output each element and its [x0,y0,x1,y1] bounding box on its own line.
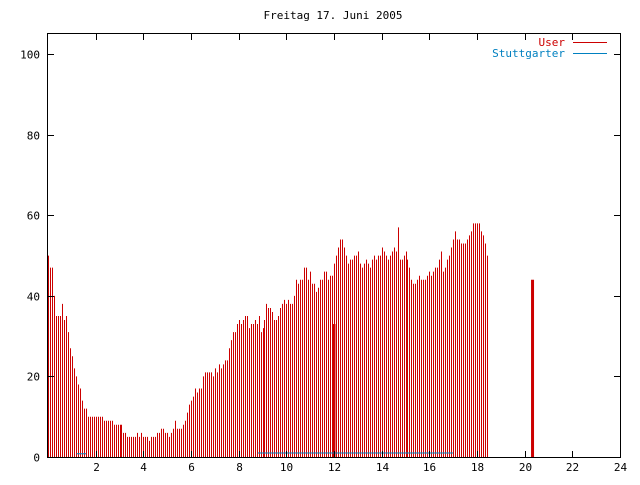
x-tick-label: 8 [236,461,243,474]
stuttgarter-layer [76,452,454,455]
x-tick-label: 20 [519,461,532,474]
bars-layer [48,223,535,457]
x-tick-label: 10 [280,461,293,474]
x-tick-label: 2 [93,461,100,474]
x-tick-label: 22 [566,461,579,474]
y-tick-label: 60 [27,210,40,223]
y-tick-label: 0 [33,452,40,465]
y-tick-label: 20 [27,371,40,384]
x-tick-label: 14 [376,461,390,474]
plot-frame [47,33,621,458]
user-bar-highlight [332,324,336,457]
user-bar-highlight [531,279,535,457]
legend: User Stuttgarter [492,36,607,60]
x-tick-label: 16 [423,461,436,474]
legend-label-user: User [539,36,566,49]
x-tick-label: 12 [328,461,341,474]
y-tick-label: 100 [20,49,40,62]
legend-label-stuttgarter: Stuttgarter [492,47,565,60]
x-tick-label: 4 [140,461,147,474]
x-tick-label: 6 [188,461,195,474]
x-tick-label: 24 [614,461,628,474]
y-tick-label: 80 [27,130,40,143]
chart-title: Freitag 17. Juni 2005 [263,9,402,22]
y-tick-label: 40 [27,291,40,304]
x-tick-label: 18 [471,461,484,474]
